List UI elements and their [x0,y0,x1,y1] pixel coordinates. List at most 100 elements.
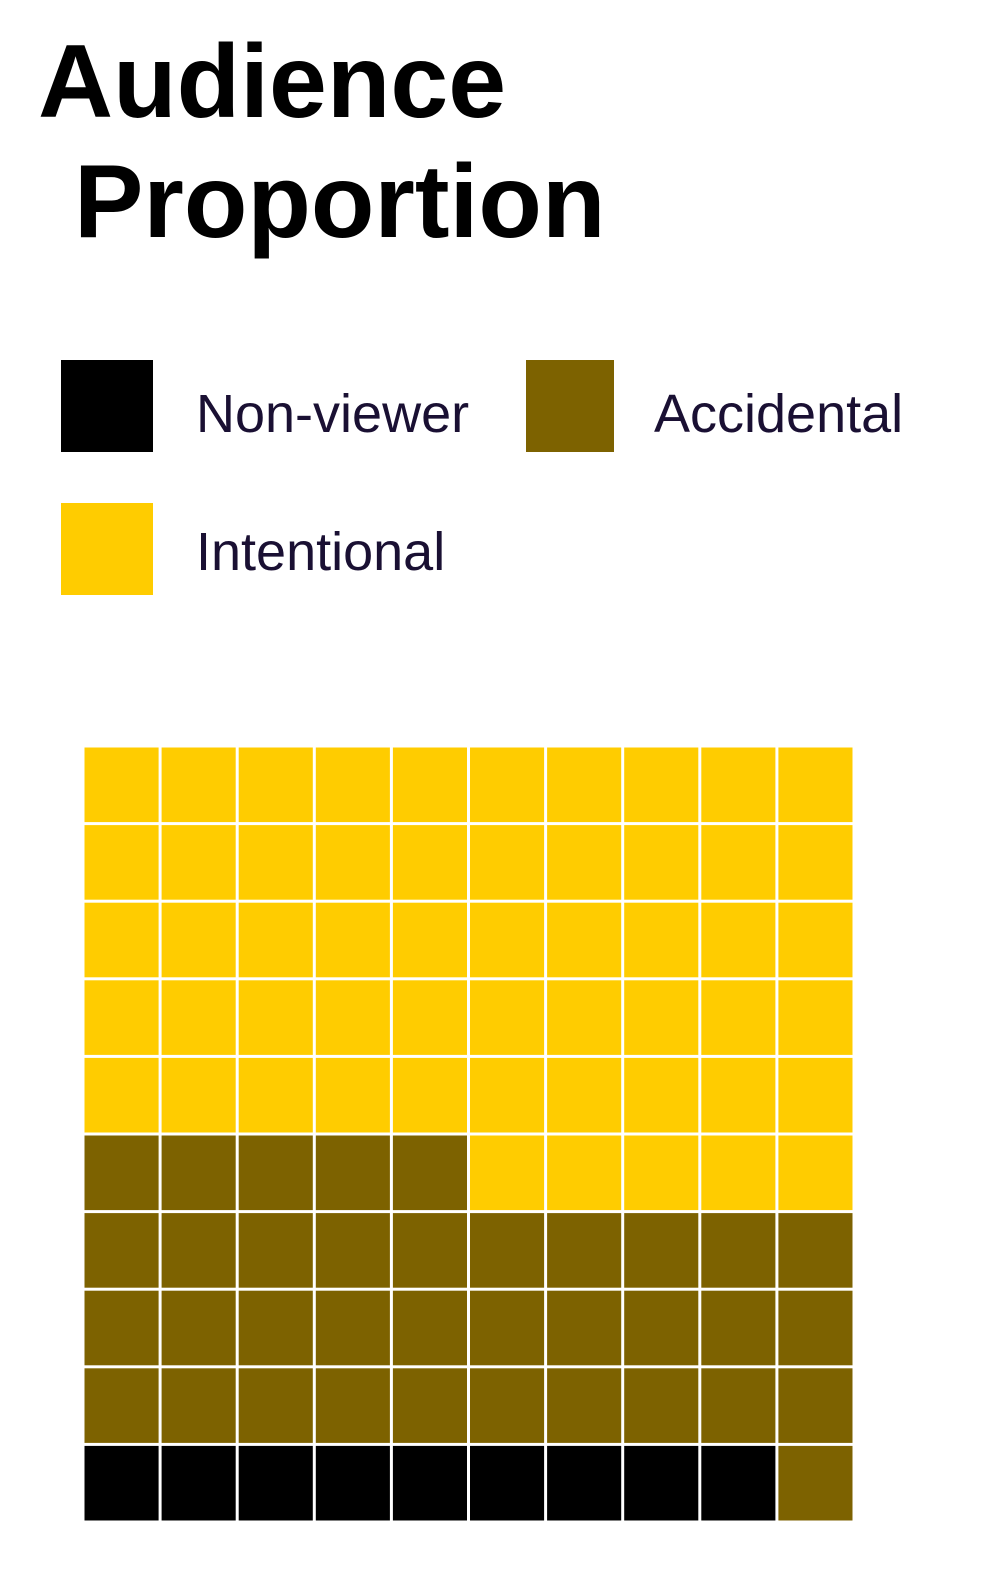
waffle-cell-non-viewer [238,1445,313,1521]
waffle-cell-intentional [392,902,467,978]
waffle-cell-intentional [778,980,853,1055]
waffle-cell-intentional [238,980,313,1055]
waffle-cell-intentional [161,980,236,1055]
legend-label-intentional: Intentional [196,522,446,582]
waffle-cell-intentional [778,1057,853,1133]
waffle-cell-intentional [238,1057,313,1133]
waffle-cell-intentional [392,980,467,1055]
waffle-cell-accidental [84,1290,159,1366]
waffle-cell-intentional [547,902,622,978]
waffle-cell-intentional [84,902,159,978]
waffle-cell-intentional [470,825,545,900]
waffle-cell-non-viewer [315,1445,390,1521]
legend-swatch-non-viewer [61,360,153,452]
waffle-cell-intentional [161,747,236,823]
waffle-cell-intentional [547,825,622,900]
waffle-cell-intentional [392,747,467,823]
waffle-cell-intentional [701,902,776,978]
legend-label-accidental: Accidental [654,384,904,444]
waffle-cell-accidental [547,1290,622,1366]
waffle-cell-accidental [315,1290,390,1366]
waffle-cell-intentional [470,747,545,823]
waffle-cell-accidental [84,1368,159,1443]
waffle-cell-accidental [547,1213,622,1288]
waffle-cell-intentional [778,825,853,900]
waffle-cell-intentional [315,980,390,1055]
waffle-cell-accidental [624,1290,699,1366]
waffle-cell-intentional [392,825,467,900]
waffle-cell-intentional [315,825,390,900]
waffle-cell-intentional [701,747,776,823]
waffle-cell-accidental [238,1213,313,1288]
waffle-cell-accidental [238,1135,313,1211]
waffle-cell-accidental [392,1368,467,1443]
legend-label-non-viewer: Non-viewer [196,384,470,444]
waffle-cell-non-viewer [624,1445,699,1521]
waffle-cell-intentional [84,747,159,823]
waffle-cell-accidental [161,1135,236,1211]
waffle-cell-intentional [161,902,236,978]
waffle-cell-accidental [701,1290,776,1366]
waffle-cell-intentional [701,1135,776,1211]
waffle-cell-accidental [624,1368,699,1443]
waffle-cell-accidental [238,1368,313,1443]
waffle-cell-intentional [624,1135,699,1211]
waffle-cell-accidental [84,1213,159,1288]
waffle-cell-intentional [778,747,853,823]
waffle-cell-accidental [547,1368,622,1443]
legend-swatch-intentional [61,503,153,595]
waffle-cell-non-viewer [84,1445,159,1521]
waffle-cell-accidental [392,1135,467,1211]
waffle-cell-accidental [315,1135,390,1211]
waffle-cell-accidental [778,1445,853,1521]
waffle-cell-non-viewer [547,1445,622,1521]
waffle-cell-accidental [84,1135,159,1211]
waffle-cell-accidental [470,1368,545,1443]
chart-title-line-1: Audience [38,24,507,140]
waffle-cell-intentional [470,980,545,1055]
waffle-cell-accidental [778,1213,853,1288]
waffle-cell-intentional [547,1057,622,1133]
waffle-cell-intentional [624,980,699,1055]
chart-title-line-2: Proportion [74,144,606,260]
waffle-cell-accidental [161,1290,236,1366]
waffle-cell-intentional [315,902,390,978]
waffle-cell-accidental [392,1213,467,1288]
waffle-cell-accidental [778,1290,853,1366]
waffle-cell-accidental [315,1368,390,1443]
waffle-cell-accidental [778,1368,853,1443]
waffle-cell-intentional [778,1135,853,1211]
waffle-cell-accidental [161,1213,236,1288]
waffle-cell-accidental [238,1290,313,1366]
waffle-cell-intentional [470,902,545,978]
waffle-cell-intentional [547,747,622,823]
waffle-cell-intentional [238,825,313,900]
legend-swatch-accidental [526,360,614,452]
waffle-cell-intentional [315,747,390,823]
waffle-cell-accidental [392,1290,467,1366]
waffle-cell-accidental [315,1213,390,1288]
waffle-cell-intentional [84,825,159,900]
chart-title: Audience Proportion [38,22,605,262]
waffle-cell-intentional [547,1135,622,1211]
waffle-cell-intentional [624,1057,699,1133]
waffle-cell-intentional [778,902,853,978]
waffle-cell-intentional [470,1057,545,1133]
waffle-cell-accidental [470,1213,545,1288]
waffle-cell-accidental [624,1213,699,1288]
waffle-cell-intentional [701,825,776,900]
waffle-cell-non-viewer [392,1445,467,1521]
waffle-cell-intentional [161,825,236,900]
waffle-cell-intentional [624,747,699,823]
waffle-cell-intentional [392,1057,467,1133]
waffle-cell-intentional [315,1057,390,1133]
waffle-cell-intentional [238,902,313,978]
waffle-cell-intentional [84,980,159,1055]
waffle-cell-non-viewer [470,1445,545,1521]
waffle-cell-intentional [624,825,699,900]
waffle-cell-intentional [701,980,776,1055]
waffle-cell-non-viewer [161,1445,236,1521]
waffle-cell-intentional [701,1057,776,1133]
waffle-cell-non-viewer [701,1445,776,1521]
waffle-cell-intentional [547,980,622,1055]
